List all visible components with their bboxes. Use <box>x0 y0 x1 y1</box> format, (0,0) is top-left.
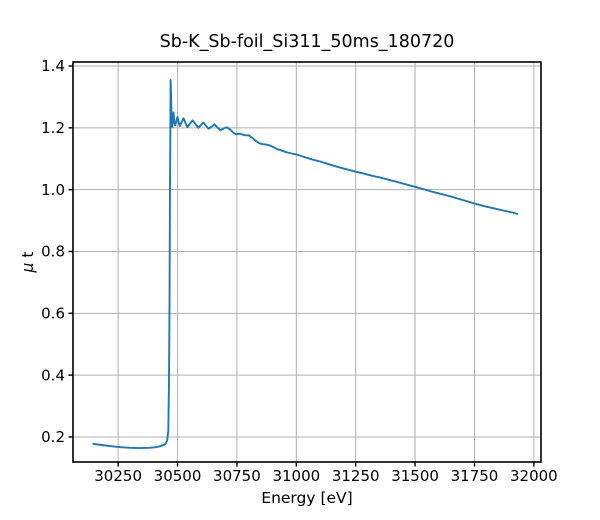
svg-text:31250: 31250 <box>332 467 380 485</box>
x-tick-labels: 30250 30500 30750 31000 31250 31500 31750 32000 <box>94 467 557 485</box>
svg-text:32000: 32000 <box>510 467 558 485</box>
y-axis-label: μ t <box>19 252 37 274</box>
svg-text:0.4: 0.4 <box>41 366 65 384</box>
chart-title: Sb-K_Sb-foil_Si311_50ms_180720 <box>160 32 455 52</box>
svg-text:30750: 30750 <box>213 467 261 485</box>
svg-text:1.4: 1.4 <box>41 57 65 75</box>
tick-marks <box>68 65 535 467</box>
svg-text:0.6: 0.6 <box>41 305 65 323</box>
svg-text:31000: 31000 <box>272 467 320 485</box>
spectrum-line <box>92 78 519 450</box>
plot-border <box>72 61 542 463</box>
svg-text:0.2: 0.2 <box>41 428 65 446</box>
svg-text:1.2: 1.2 <box>41 119 65 137</box>
svg-text:30250: 30250 <box>94 467 142 485</box>
gridlines <box>73 62 541 462</box>
y-tick-labels: 0.2 0.4 0.6 0.8 1.0 1.2 1.4 <box>41 57 65 446</box>
svg-text:0.8: 0.8 <box>41 243 65 261</box>
svg-text:31750: 31750 <box>451 467 499 485</box>
svg-text:31500: 31500 <box>391 467 439 485</box>
svg-text:1.0: 1.0 <box>41 181 65 199</box>
x-axis-label: Energy [eV] <box>261 489 352 507</box>
svg-text:30500: 30500 <box>154 467 202 485</box>
